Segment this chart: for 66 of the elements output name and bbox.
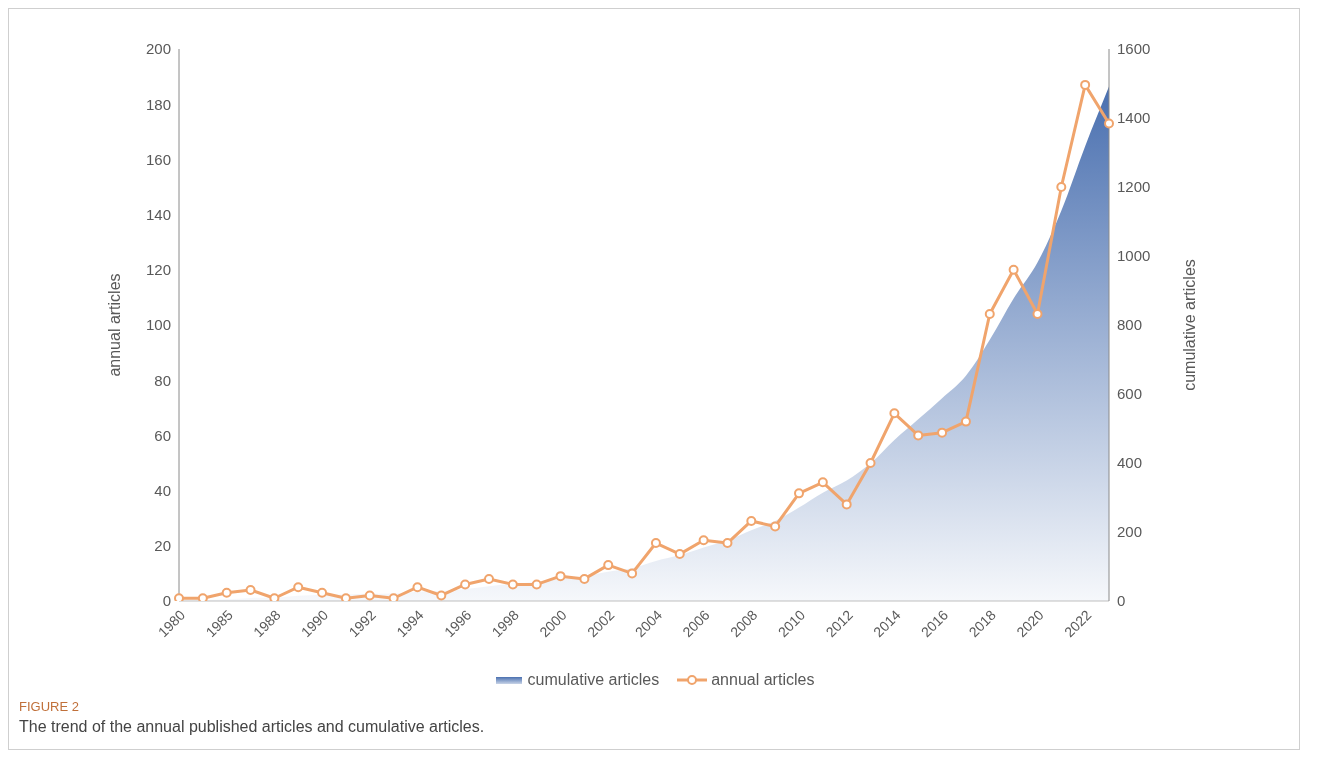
- point: [1104, 118, 1114, 129]
- point: [269, 593, 280, 601]
- caption: FIGURE 2: [19, 699, 80, 714]
- text: The trend of the annual published articles and cumulative articles.: [19, 718, 486, 736]
- y2-tick-label: 1200: [1117, 178, 1151, 196]
- point: [650, 538, 661, 549]
- point: [746, 515, 757, 526]
- point: [698, 535, 709, 546]
- point: [960, 416, 971, 427]
- point: [412, 582, 423, 593]
- point: [841, 499, 852, 510]
- point: [436, 590, 447, 601]
- y-tick-label: 100: [145, 316, 171, 334]
- point: [984, 308, 995, 319]
- point: [794, 488, 804, 499]
- y2-axis-title: cumulative articles: [1180, 259, 1198, 391]
- point: [1080, 79, 1091, 90]
- point: [913, 430, 924, 441]
- y-tick-label: 80: [154, 371, 171, 389]
- point: [1032, 308, 1043, 319]
- y-tick-label: 60: [154, 426, 171, 444]
- y2-tick-label: 1000: [1117, 247, 1151, 265]
- y-tick-label: 0: [162, 592, 171, 610]
- y-axis-title: annual articles: [105, 273, 123, 377]
- point: [364, 590, 375, 601]
- y2-tick-label: 0: [1117, 592, 1126, 610]
- point: [388, 593, 399, 601]
- point: [197, 593, 208, 601]
- y2-tick-label: 400: [1117, 454, 1143, 472]
- point: [245, 584, 256, 595]
- point: [293, 582, 304, 593]
- y2-tick-label: 800: [1117, 316, 1143, 334]
- y-tick-label: 200: [145, 40, 171, 58]
- point: [460, 579, 471, 590]
- point: [722, 538, 733, 549]
- point: [674, 549, 685, 560]
- point: [1056, 182, 1067, 192]
- point: [937, 427, 948, 438]
- legend-label: annual articles: [710, 671, 815, 689]
- point: [865, 458, 876, 468]
- point: [221, 587, 232, 598]
- y-tick-label: 140: [145, 205, 171, 223]
- point: [627, 568, 638, 579]
- point: [817, 477, 828, 488]
- point: [484, 573, 494, 584]
- point: [174, 593, 184, 601]
- point: [555, 571, 566, 582]
- y-tick-label: 20: [154, 537, 171, 555]
- y2-tick-label: 600: [1117, 385, 1143, 403]
- point: [317, 587, 328, 598]
- y2-tick-label: 1600: [1117, 40, 1151, 58]
- point: [340, 593, 351, 601]
- y-tick-label: 180: [145, 95, 171, 113]
- point: [889, 408, 900, 419]
- point: [603, 560, 614, 571]
- y-tick-label: 40: [154, 481, 171, 499]
- point: [579, 573, 590, 584]
- legend-label: cumulative articles: [526, 671, 660, 689]
- y-tick-label: 120: [145, 261, 171, 279]
- y-tick-label: 160: [145, 150, 171, 168]
- y2-tick-label: 200: [1117, 523, 1143, 541]
- point: [507, 579, 518, 590]
- point: [1008, 264, 1019, 275]
- point: [531, 579, 542, 590]
- point: [770, 521, 781, 532]
- y2-tick-label: 1400: [1117, 109, 1151, 127]
